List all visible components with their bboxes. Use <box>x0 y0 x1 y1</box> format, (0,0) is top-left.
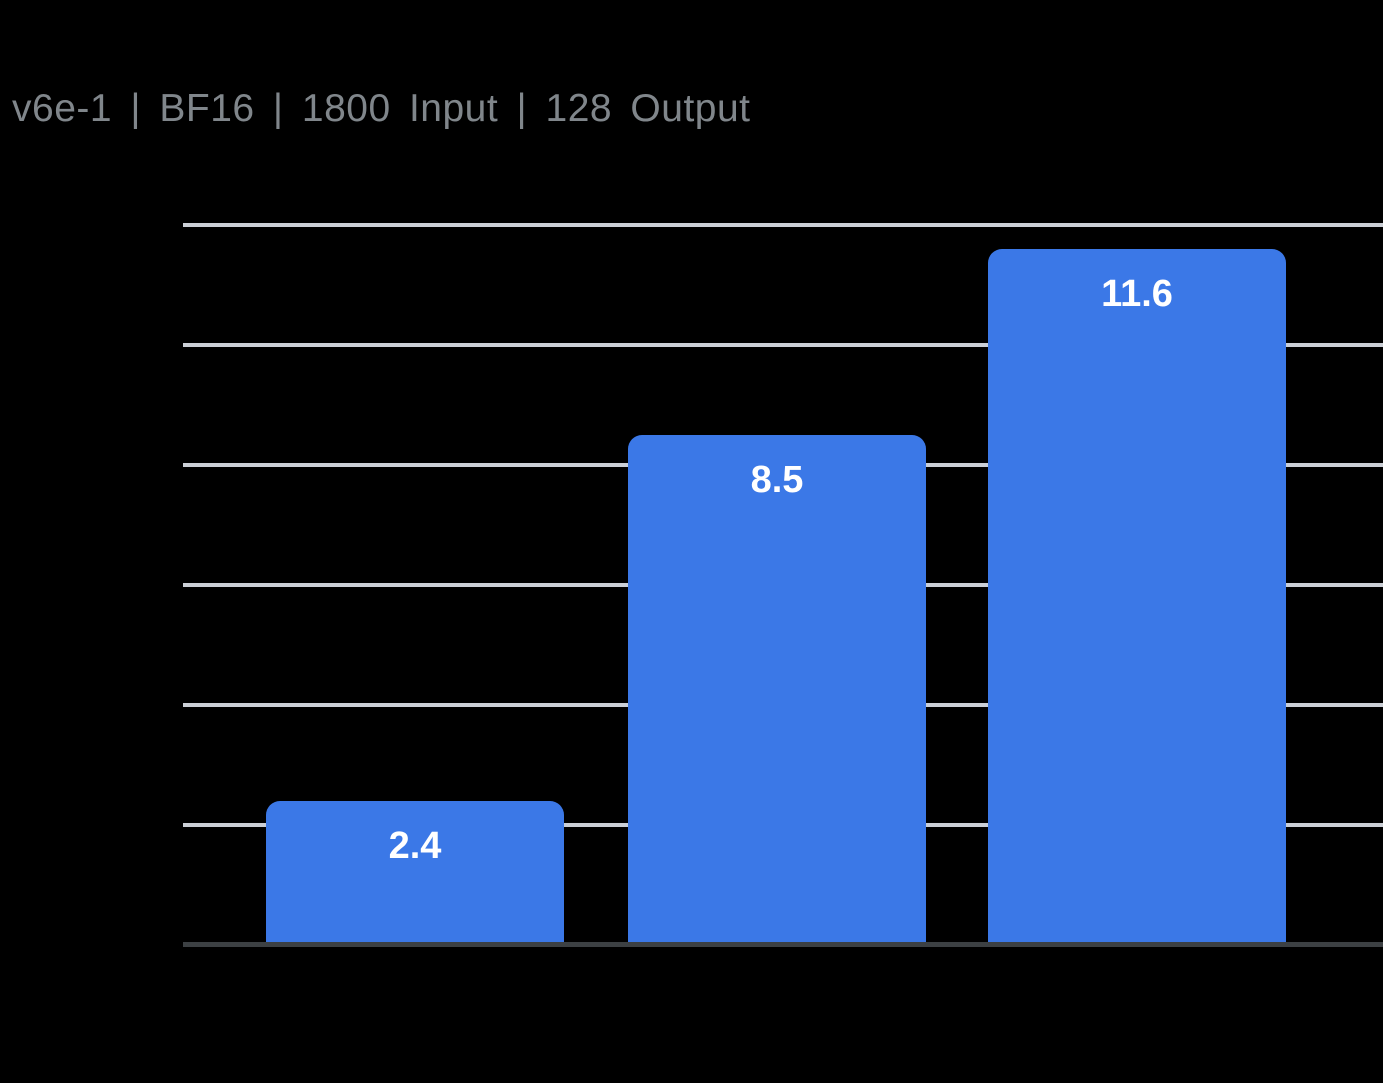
bar-value-label: 11.6 <box>1101 273 1173 315</box>
x-axis-line <box>183 942 1383 947</box>
bar-3: 11.6 <box>988 249 1286 945</box>
plot-area: 2.4 8.5 11.6 <box>183 223 1383 947</box>
bar-1: 2.4 <box>266 801 564 945</box>
bar-value-label: 2.4 <box>388 825 442 867</box>
bar-value-label: 8.5 <box>750 459 804 501</box>
bar-2: 8.5 <box>628 435 926 945</box>
gridline-y12 <box>183 223 1383 227</box>
gridline-y10 <box>183 343 1383 347</box>
chart-title: v6e-1 | BF16 | 1800 Input | 128 Output <box>12 87 751 130</box>
